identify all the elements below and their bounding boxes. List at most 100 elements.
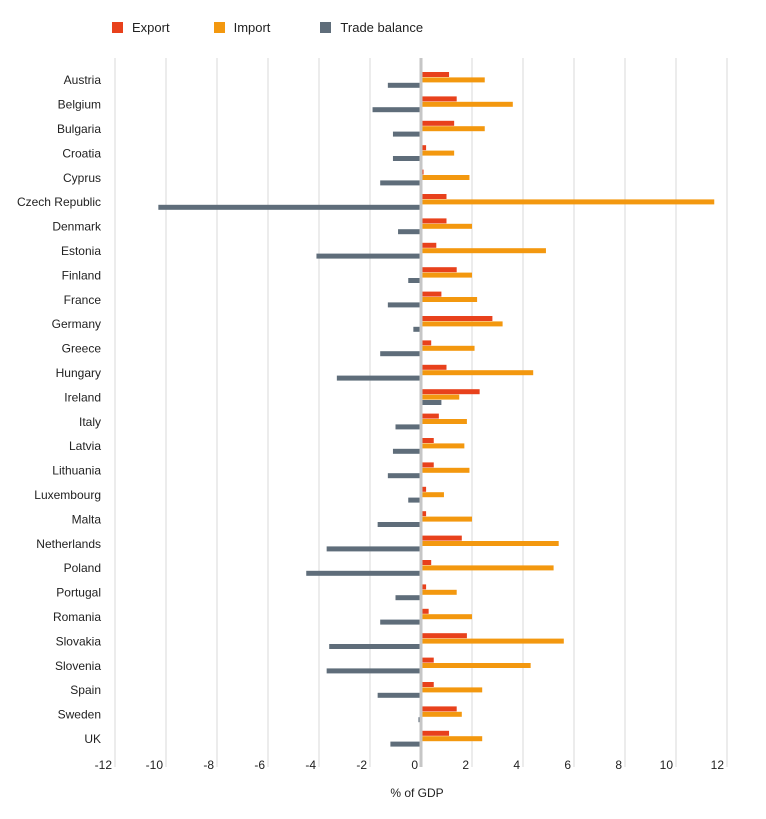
bar-import-italy <box>421 419 467 424</box>
legend-label-export: Export <box>132 20 170 35</box>
bar-import-estonia <box>421 248 546 254</box>
bar-import-spain <box>421 687 483 693</box>
bar-trade-balance-austria <box>387 82 421 88</box>
bar-export-france <box>421 291 442 297</box>
category-label: Italy <box>79 415 101 429</box>
bar-trade-balance-finland <box>408 278 421 283</box>
category-label: UK <box>84 732 101 746</box>
bar-trade-balance-denmark <box>398 229 421 235</box>
bar-export-portugal <box>421 584 427 590</box>
x-tick-label: 12 <box>711 758 725 772</box>
bar-export-lithuania <box>421 462 434 468</box>
bar-import-denmark <box>421 223 472 229</box>
x-tick-label: 0 <box>411 758 418 772</box>
x-tick-labels: -12 -10 -8 -6 -4 -2 0 2 4 6 8 10 12 <box>95 758 725 772</box>
bar-export-germany <box>421 316 493 321</box>
bar-import-lithuania <box>421 467 470 473</box>
bar-trade-balance-estonia <box>316 253 421 259</box>
legend-label-import: Import <box>233 20 271 35</box>
bar-trade-balance-croatia <box>392 156 421 161</box>
bar-import-sweden <box>421 711 462 717</box>
bar-export-greece <box>421 340 432 346</box>
bar-import-greece <box>421 345 475 351</box>
category-label: Estonia <box>61 244 101 258</box>
bar-export-uk <box>421 730 450 736</box>
bar-import-france <box>421 297 478 302</box>
category-label: Croatia <box>62 146 101 160</box>
category-labels: Austria Belgium Bulgaria Croatia Cyprus Czech… <box>17 73 102 746</box>
category-label: Netherlands <box>36 537 101 551</box>
category-label: Poland <box>64 561 101 575</box>
x-tick-label: 6 <box>564 758 571 772</box>
category-label: Ireland <box>64 390 101 404</box>
x-tick-label: -2 <box>356 758 367 772</box>
category-label: France <box>64 293 102 307</box>
legend-item-export: Export <box>112 20 170 35</box>
bar-import-latvia <box>421 443 465 449</box>
category-label: Romania <box>53 610 101 624</box>
bar-trade-balance-luxembourg <box>408 497 421 503</box>
legend-swatch-export <box>112 22 123 33</box>
x-tick-label: 2 <box>462 758 469 772</box>
gridlines <box>114 58 728 767</box>
category-label: Slovenia <box>55 659 101 673</box>
category-label: Germany <box>52 317 101 331</box>
bar-import-bulgaria <box>421 126 485 132</box>
bar-export-bulgaria <box>421 120 455 126</box>
bar-export-belgium <box>421 96 457 102</box>
bar-trade-balance-lithuania <box>387 473 421 479</box>
x-axis-label: % of GDP <box>390 786 444 800</box>
bar-export-poland <box>421 560 432 565</box>
bar-import-finland <box>421 272 472 278</box>
bar-import-malta <box>421 516 472 522</box>
category-label: Denmark <box>52 220 102 234</box>
bar-trade-balance-netherlands <box>326 546 421 552</box>
bar-export-ireland <box>421 389 480 395</box>
bar-export-finland <box>421 267 457 273</box>
legend-item-import: Import <box>213 20 271 35</box>
category-label: Czech Republic <box>17 195 101 209</box>
legend: Export Import Trade balance <box>112 20 467 35</box>
bar-export-austria <box>421 72 450 77</box>
bar-trade-balance-spain <box>377 692 421 698</box>
x-tick-label: -8 <box>203 758 214 772</box>
category-label: Luxembourg <box>34 488 101 502</box>
x-tick-label: -10 <box>146 758 164 772</box>
legend-swatch-import <box>213 22 225 33</box>
bar-export-luxembourg <box>421 486 427 492</box>
bar-trade-balance-bulgaria <box>392 131 421 137</box>
bar-export-denmark <box>421 218 447 224</box>
bar-export-slovakia <box>421 633 467 639</box>
bar-import-romania <box>421 614 472 620</box>
bar-export-sweden <box>421 706 457 712</box>
category-label: Austria <box>64 73 102 87</box>
bar-export-latvia <box>421 438 434 443</box>
bar-import-portugal <box>421 589 457 595</box>
category-label: Portugal <box>56 586 101 600</box>
x-tick-label: 8 <box>615 758 622 772</box>
bar-trade-balance-poland <box>306 570 421 576</box>
category-label: Slovakia <box>56 634 102 648</box>
category-label: Cyprus <box>63 171 101 185</box>
bar-trade-balance-malta <box>377 522 421 527</box>
bar-export-hungary <box>421 364 447 370</box>
legend-label-trade-balance: Trade balance <box>340 20 424 35</box>
bar-import-czech-republic <box>421 199 715 205</box>
category-label: Belgium <box>58 98 101 112</box>
x-tick-label: 10 <box>660 758 674 772</box>
bar-export-netherlands <box>421 535 462 541</box>
category-label: Malta <box>72 512 102 526</box>
bar-import-germany <box>421 321 503 327</box>
category-label: Hungary <box>56 366 101 380</box>
bar-trade-balance-germany <box>413 326 421 332</box>
bar-import-belgium <box>421 101 513 107</box>
x-tick-label: 4 <box>513 758 520 772</box>
bar-trade-balance-belgium <box>372 107 421 113</box>
x-tick-label: -12 <box>95 758 113 772</box>
category-label: Greece <box>62 342 102 356</box>
category-label: Spain <box>70 683 101 697</box>
category-label: Finland <box>62 268 101 282</box>
bar-export-slovenia <box>421 657 434 663</box>
bar-trade-balance-uk <box>390 741 421 747</box>
